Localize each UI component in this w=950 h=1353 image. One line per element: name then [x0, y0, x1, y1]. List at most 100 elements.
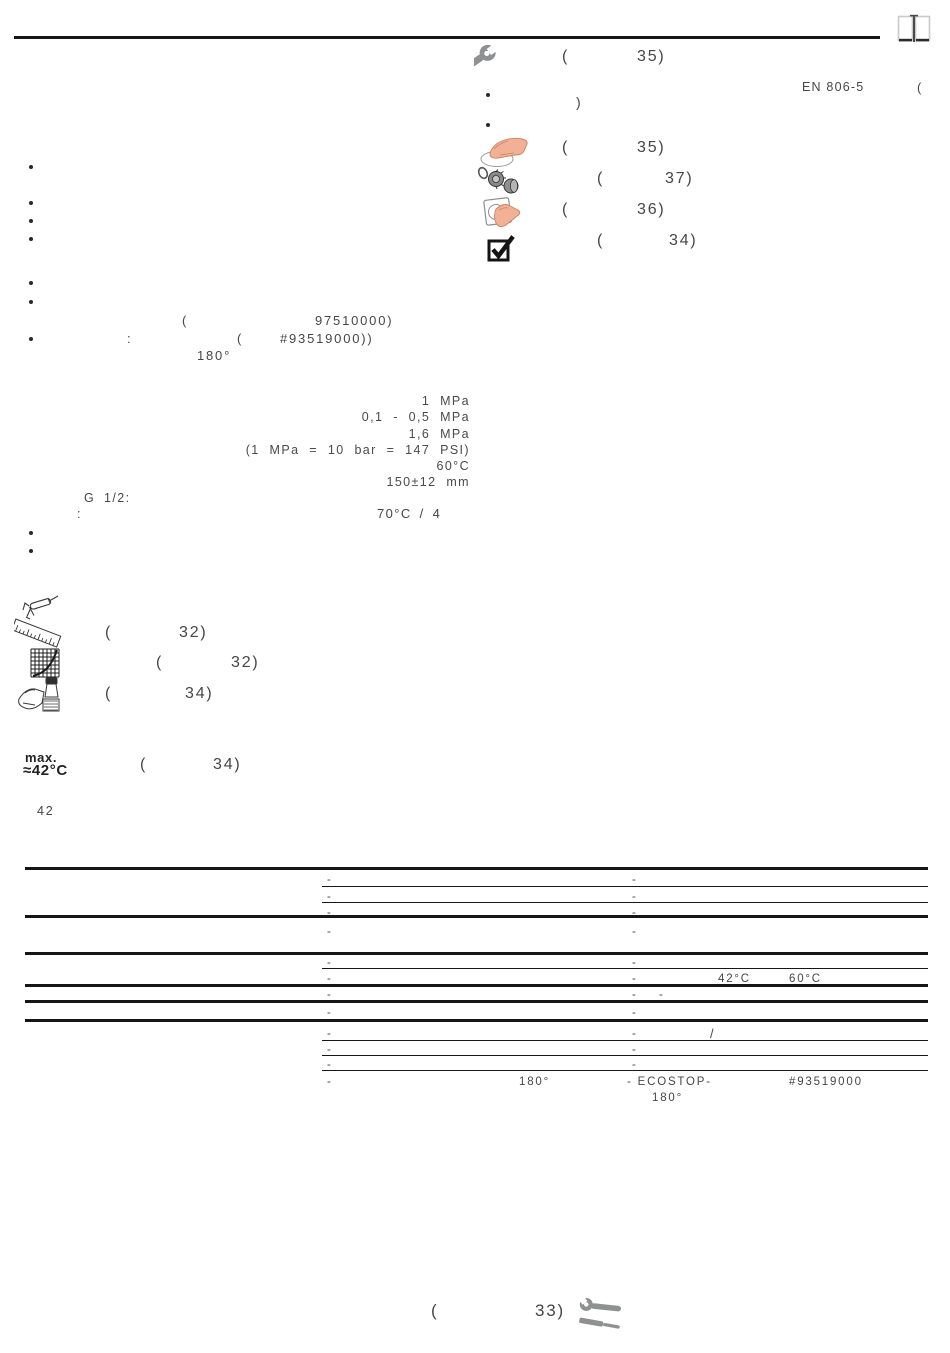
max-temp-label: ≈42°C: [23, 762, 68, 779]
spec-thermal-disinfection: 70°C / 4: [377, 506, 442, 521]
ruler-icon: [11, 618, 66, 657]
table-rule: [25, 952, 928, 955]
table-temp-hot: 60°C: [789, 973, 822, 985]
table-cell-dash: -: [327, 973, 333, 985]
table-rule: [25, 867, 928, 870]
flow-diagram-icon: [30, 648, 63, 684]
ref-page-number: 34): [185, 685, 214, 702]
bullet: [29, 337, 33, 341]
bullet: [29, 549, 33, 553]
spare-parts-icon: [475, 165, 523, 202]
table-cell-dash: -: [632, 1044, 638, 1056]
part-number: #93519000)): [280, 331, 374, 346]
paren-close: ): [576, 94, 583, 110]
table-temp-mixed: 42°C: [718, 973, 751, 985]
table-cell-dash: -: [632, 973, 638, 985]
table-cell-dash: -: [632, 926, 638, 938]
table-cell-dash: -: [327, 989, 333, 1001]
paren-open: (: [431, 1301, 439, 1320]
table-cell-dash: -: [659, 989, 665, 1001]
spec-hot-water-temp: 60°C: [436, 459, 470, 473]
table-rule: [25, 1019, 928, 1022]
colon: :: [127, 331, 133, 346]
bullet: [29, 281, 33, 285]
table-row-rule: [322, 968, 928, 969]
ref-page-number: 32): [179, 624, 208, 641]
wrench-icon: [458, 43, 526, 89]
open-book-icon: [897, 14, 931, 50]
ref-page-number: 36): [637, 201, 666, 218]
table-cell-dash: -: [327, 1044, 333, 1056]
table-part-number: #93519000: [789, 1076, 863, 1088]
table-cell-dash: -: [632, 1007, 638, 1019]
swivel-angle: 180°: [197, 348, 232, 363]
paren-open: (: [917, 80, 924, 95]
table-row-rule: [322, 1040, 928, 1041]
table-cell-dash: -: [632, 891, 638, 903]
table-rule: [25, 984, 928, 987]
table-row-rule: [322, 886, 928, 887]
bullet: [29, 165, 33, 169]
colon: :: [77, 507, 83, 521]
paren-open: (: [562, 201, 570, 218]
paren-open: (: [562, 48, 570, 65]
tools-wrench-screwdriver-icon: [576, 1294, 626, 1341]
part-number: 97510000): [315, 313, 394, 328]
paren-open: (: [562, 139, 570, 156]
table-cell-dash: -: [327, 957, 333, 969]
table-cell-dash: -: [632, 1059, 638, 1071]
ref-page-number: 34): [669, 232, 698, 249]
ref-page-number: 35): [637, 48, 666, 65]
bullet: [29, 201, 33, 205]
table-cell-dash: -: [327, 1059, 333, 1071]
spec-test-pressure: 1,6 MPa: [408, 427, 470, 441]
table-cell-dash: -: [632, 957, 638, 969]
table-cell-dash: -: [327, 1076, 333, 1088]
table-cell-dash: -: [327, 907, 333, 919]
header-rule: [14, 36, 880, 39]
bullet: [29, 531, 33, 535]
assembly-grease-icon: [17, 677, 63, 720]
paren-open: (: [182, 313, 189, 328]
cleaning-hand-icon: [476, 135, 530, 174]
spec-connection: G 1/2:: [84, 491, 131, 505]
table-swivel-angle-2: 180°: [652, 1092, 683, 1104]
paren-open: (: [105, 685, 113, 702]
paren-open: (: [597, 170, 605, 187]
standard-code: EN 806-5: [802, 80, 865, 94]
bullet: [29, 300, 33, 304]
table-rule: [25, 915, 928, 918]
paren-open: (: [105, 624, 113, 641]
max-label: max.: [25, 750, 58, 765]
paren-open: (: [237, 331, 244, 346]
bullet: [29, 237, 33, 241]
caulk-gun-icon: [17, 594, 61, 629]
table-cell-dash: -: [327, 891, 333, 903]
table-ecostop: - ECOSTOP-: [627, 1076, 712, 1088]
table-swivel-angle: 180°: [519, 1076, 550, 1088]
table-row-rule: [322, 902, 928, 903]
spec-pressure-conversion: (1 MPa = 10 bar = 147 PSI): [245, 443, 470, 457]
ref-page-number: 37): [665, 170, 694, 187]
paren-open: (: [597, 232, 605, 249]
table-cell-dash: -: [632, 907, 638, 919]
table-cell-dash: -: [632, 874, 638, 886]
table-row-rule: [322, 1055, 928, 1056]
ref-page-number: 32): [231, 654, 260, 671]
spec-recommended-pressure: 0,1 - 0,5 MPa: [361, 410, 470, 424]
table-cell-dash: -: [632, 1028, 638, 1040]
ref-page-number: 33): [535, 1301, 565, 1320]
paren-open: (: [156, 654, 164, 671]
table-row-rule: [322, 1070, 928, 1071]
bullet: [29, 219, 33, 223]
ref-page-number: 35): [637, 139, 666, 156]
table-cell-dash: -: [327, 874, 333, 886]
table-cell-dash: -: [632, 989, 638, 1001]
handle-operation-icon: [482, 195, 524, 238]
checkbox-icon: [487, 233, 515, 268]
table-slash: /: [710, 1026, 716, 1041]
paren-open: (: [140, 756, 148, 773]
bullet: [486, 93, 490, 97]
table-cell-dash: -: [327, 1028, 333, 1040]
